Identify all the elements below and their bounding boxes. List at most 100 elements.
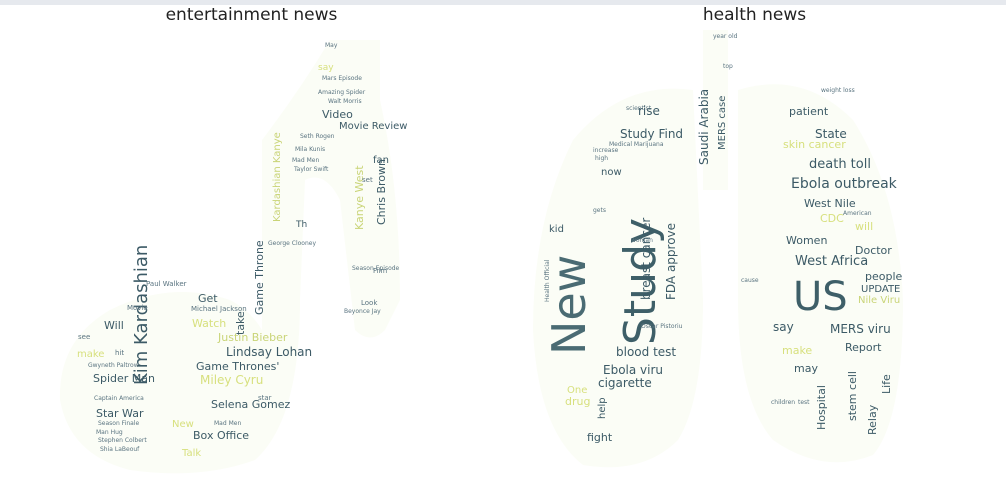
cloud-word: Star War bbox=[96, 407, 144, 420]
cloud-word: help bbox=[597, 397, 608, 419]
cloud-word: Stephen Colbert bbox=[98, 437, 147, 444]
cloud-word: Box Office bbox=[193, 429, 249, 442]
cloud-word: blood test bbox=[616, 345, 676, 359]
cloud-word: say bbox=[318, 63, 334, 73]
cloud-word: fan bbox=[373, 155, 389, 166]
cloud-word: Medical Marijuana bbox=[609, 141, 664, 148]
cloud-word: Miley Cyru bbox=[200, 373, 263, 387]
cloud-word: increase bbox=[593, 147, 619, 154]
cloud-word: Gwyneth Paltrow bbox=[88, 362, 139, 369]
cloud-word: cause bbox=[741, 277, 759, 284]
cloud-word: Movie Review bbox=[339, 121, 407, 132]
cloud-word: Mila Kunis bbox=[295, 146, 325, 153]
cloud-word: Film bbox=[373, 267, 387, 275]
right-lung-silhouette bbox=[738, 84, 903, 463]
music-note-silhouette bbox=[59, 40, 400, 474]
cloud-word: New bbox=[542, 255, 596, 355]
cloud-word: Amazing Spider bbox=[318, 89, 366, 96]
cloud-word: West Africa bbox=[795, 254, 868, 269]
cloud-word: stem cell bbox=[846, 371, 859, 421]
cloud-word: Captain America bbox=[94, 395, 144, 402]
cloud-word: Mad Men bbox=[292, 157, 319, 164]
cloud-word: will bbox=[855, 220, 873, 233]
cloud-word: Beyonce Jay bbox=[344, 308, 381, 315]
cloud-word: gets bbox=[593, 207, 606, 214]
cloud-word: Hospital bbox=[815, 385, 828, 430]
cloud-word: may bbox=[794, 362, 818, 375]
cloud-word: drug bbox=[565, 395, 590, 408]
cloud-word: UPDATE bbox=[861, 284, 900, 295]
cloud-word: Selena Gomez bbox=[211, 398, 291, 411]
cloud-word: Video bbox=[322, 108, 353, 121]
cloud-word: see bbox=[78, 333, 90, 341]
cloud-word: MERS case bbox=[717, 96, 728, 150]
cloud-word: Paul Walker bbox=[146, 280, 187, 288]
cloud-word: Report bbox=[845, 341, 882, 354]
cloud-word: Taylor Swift bbox=[293, 166, 329, 173]
cloud-word: Women bbox=[786, 234, 827, 247]
cloud-word: Season Episode bbox=[352, 265, 400, 272]
cloud-word: Doctor bbox=[855, 244, 892, 257]
cloud-word: skin cancer bbox=[783, 138, 846, 151]
cloud-word: Health Official bbox=[544, 259, 551, 302]
trachea-silhouette bbox=[703, 30, 728, 190]
cloud-word: Get bbox=[198, 292, 218, 305]
cloud-word: Relay bbox=[866, 404, 879, 435]
cloud-word: Game Thrones' bbox=[196, 360, 279, 373]
cloud-word: death toll bbox=[809, 157, 871, 172]
cloud-word: Life bbox=[880, 374, 893, 394]
cloud-word: Man Hug bbox=[96, 429, 123, 436]
health-news-title: health news bbox=[702, 5, 807, 25]
cloud-word: breast cancer bbox=[639, 218, 653, 300]
cloud-word: woman bbox=[631, 237, 653, 244]
cloud-word: Kanye West bbox=[353, 165, 366, 230]
cloud-word: State bbox=[815, 127, 847, 141]
cloud-word: Study Find bbox=[620, 127, 683, 141]
cloud-word: make bbox=[782, 344, 812, 357]
cloud-word: One bbox=[567, 385, 587, 396]
cloud-word: Game Throne bbox=[253, 240, 266, 315]
cloud-word: fight bbox=[587, 431, 613, 444]
cloud-word: Talk bbox=[181, 448, 201, 459]
entertainment-word-cloud: Kim Kardashian Lindsay Lohan Miley Cyru Jus… bbox=[59, 40, 408, 474]
cloud-word: high bbox=[595, 155, 608, 162]
cloud-word: now bbox=[601, 167, 622, 178]
cloud-word: May bbox=[325, 42, 338, 49]
cloud-word: Will bbox=[104, 319, 124, 332]
cloud-word: Kim Kardashian bbox=[131, 245, 152, 385]
entertainment-news-panel: entertainment news Kim Kardashian Lindsay… bbox=[59, 5, 408, 474]
cloud-word: Shia LaBeouf bbox=[100, 446, 140, 453]
cloud-word: Mad Men bbox=[214, 420, 241, 427]
cloud-word: Walt Morris bbox=[328, 98, 362, 105]
cloud-word: say bbox=[773, 320, 794, 334]
cloud-word: scientist bbox=[626, 105, 652, 112]
health-news-panel: health news New Study US Ebola outbreak deat… bbox=[503, 0, 1006, 486]
cloud-word: make bbox=[77, 349, 104, 360]
cloud-word: Nile Viru bbox=[858, 295, 900, 306]
cloud-word: Th bbox=[295, 220, 307, 230]
cloud-word: Oscar Pistoriu bbox=[641, 323, 683, 330]
cloud-word: FDA approve bbox=[664, 223, 678, 300]
cloud-word: patient bbox=[789, 105, 829, 118]
cloud-word: hit bbox=[115, 349, 124, 357]
cloud-word: Ebola viru bbox=[603, 363, 663, 377]
cloud-word: year old bbox=[713, 33, 738, 40]
cloud-word: Mars Episode bbox=[322, 75, 362, 82]
cloud-word: West Nile bbox=[804, 197, 856, 210]
cloud-word: children bbox=[771, 399, 795, 406]
cloud-word: weight loss bbox=[821, 87, 855, 94]
cloud-word: test bbox=[798, 399, 810, 406]
cloud-word: MERS viru bbox=[830, 322, 891, 336]
cloud-word: Look bbox=[361, 299, 378, 307]
cloud-word: Saudi Arabia bbox=[697, 89, 711, 165]
cloud-word: Michael Jackson bbox=[191, 305, 247, 313]
cloud-word: take bbox=[234, 311, 247, 335]
top-strip bbox=[0, 0, 1006, 5]
cloud-word: Spider Man bbox=[93, 372, 155, 385]
entertainment-news-title: entertainment news bbox=[165, 5, 338, 25]
cloud-word: kid bbox=[549, 224, 564, 235]
cloud-word: set bbox=[362, 176, 373, 184]
cloud-word: Lindsay Lohan bbox=[226, 345, 312, 359]
cloud-word: Justin Bieber bbox=[217, 331, 288, 344]
cloud-word: Watch bbox=[192, 317, 226, 330]
